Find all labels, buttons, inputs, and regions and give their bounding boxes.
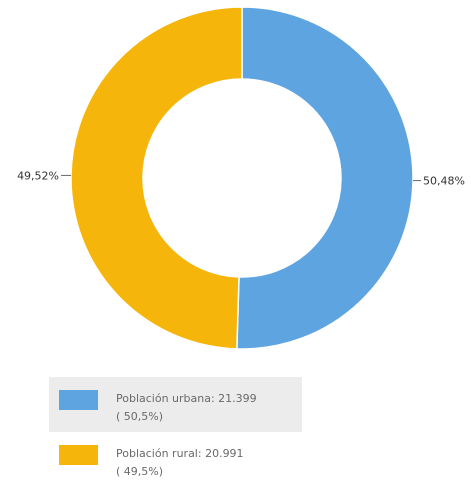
donut-slices [70,6,414,350]
slice-labels: 50,48% 49,52% [17,169,465,187]
legend-percent-rural: ( 49,5%) [116,465,164,478]
slice-urban[interactable] [236,6,414,350]
legend-text-rural: Población rural: 20.991 ( 49,5%) [116,445,244,481]
legend-percent-urban: ( 50,5%) [116,410,164,423]
legend-swatch-urban [59,390,98,410]
legend-item-urban[interactable]: Población urbana: 21.399 ( 50,5%) [49,377,302,432]
legend-label-urban: Población urbana: 21.399 [116,392,257,405]
slice-rural[interactable] [70,6,243,350]
legend-text-urban: Población urbana: 21.399 ( 50,5%) [116,390,257,426]
slice-label-rural: 49,52% [17,169,59,182]
chart-legend: Población urbana: 21.399 ( 50,5%) Poblac… [49,377,302,487]
legend-swatch-rural [59,445,98,465]
slice-label-urban: 50,48% [423,175,465,188]
legend-item-rural[interactable]: Población rural: 20.991 ( 49,5%) [49,432,302,487]
legend-label-rural: Población rural: 20.991 [116,447,244,460]
